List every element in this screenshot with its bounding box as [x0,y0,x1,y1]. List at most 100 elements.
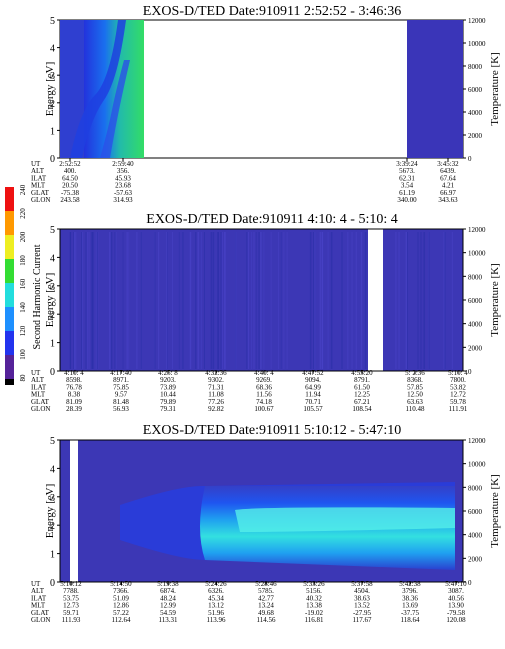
orbit-value: 9302. [208,376,224,384]
orbit-value: 12.50 [407,391,423,399]
colorbar-tick-label: 80 [19,374,27,382]
orbit-value: 400. [64,167,77,175]
orbit-value: 92.82 [208,405,224,413]
orbit-value: 9.57 [115,391,128,399]
energy-tick-label: 0 [50,154,55,165]
orbit-value: 13.12 [208,602,224,610]
orbit-value: -57.63 [114,189,133,197]
orbit-value: 8368. [407,376,423,384]
panel-3-orbit-table: UT5:10:125:14:505:19:385:24:265:28:465:3… [31,580,467,624]
orbit-row-label: GLON [31,616,50,624]
panel-3-title: EXOS-D/TED Date:910911 5:10:12 - 5:47:10 [143,423,401,438]
orbit-value: 79.31 [160,405,176,413]
orbit-row-label: MLT [31,391,46,399]
colorbar-bin-100 [5,355,14,379]
energy-tick-label: 5 [50,436,55,447]
panel-1-yaxis: 0 1 2 3 4 5 [50,16,60,165]
orbit-value: 12.25 [354,391,370,399]
orbit-value: 110.48 [406,405,425,413]
orbit-row-label: UT [31,160,41,168]
orbit-value: 114.56 [257,616,276,624]
orbit-value: 59.78 [450,398,466,406]
orbit-value: -27.95 [353,609,372,617]
energy-tick-label: 0 [50,578,55,589]
orbit-value: 8.38 [68,391,81,399]
panel-1-blue-streak-2 [100,60,130,158]
panel-3-gap [70,440,78,582]
orbit-value: 105.57 [303,405,323,413]
orbit-value: 10.44 [160,391,176,399]
orbit-value: 5673. [399,167,415,175]
orbit-row-label: ILAT [31,174,47,182]
panel-3-yaxis: 0 1 2 3 4 5 [50,436,60,589]
temperature-tick-label: 8000 [468,484,483,492]
colorbar-bin-200 [5,235,14,259]
orbit-value: 340.00 [397,196,417,204]
orbit-value: 116.81 [305,616,324,624]
orbit-value: 3087. [448,587,464,595]
colorbar-bin-160 [5,283,14,307]
orbit-value: 20.50 [62,182,78,190]
orbit-value: 59.71 [63,609,79,617]
colorbar-ticks: 80 100 120 140 160 180 200 220 240 [19,184,27,381]
panel-2-yaxis: 0 1 2 3 4 5 [50,225,60,378]
panel-3-y2label: Temperature [K] [489,474,501,547]
panel-1-orbit-table: UT 2:52:52 2:59:40 3:39:24 3:45:32 ALT 400. 356… [31,158,459,204]
temperature-tick-label: 6000 [468,86,483,94]
orbit-value: -19.02 [305,609,324,617]
orbit-row-label: MLT [31,182,46,190]
orbit-value: 67.21 [354,398,370,406]
temperature-tick-label: 12000 [468,17,486,25]
panel-2-orbit-table: UT4:10: 44:17:404:25: 84:32:364:40: 44:4… [31,369,468,413]
panel-2-y2label: Temperature [K] [489,263,501,336]
orbit-value: 40.56 [448,594,464,602]
panel-2-y2axis: 0 2000 4000 6000 8000 10000 12000 [463,226,486,376]
panel-2-texture [69,232,453,369]
orbit-value: 100.67 [254,405,274,413]
orbit-value: 12.73 [63,602,79,610]
orbit-value: 120.08 [446,616,466,624]
orbit-value: 45.93 [115,174,131,182]
orbit-value: 112.64 [112,616,131,624]
orbit-value: 12.86 [113,602,129,610]
orbit-value: 7800. [450,376,466,384]
orbit-value: 356. [117,167,130,175]
orbit-value: 3:45:32 [437,160,459,168]
orbit-row-label: ALT [31,167,45,175]
orbit-value: 64.50 [62,174,78,182]
energy-tick-label: 2 [50,310,55,321]
temperature-tick-label: 2000 [468,344,483,352]
orbit-value: 343.63 [438,196,458,204]
panel-3-y2axis: 0 2000 4000 6000 8000 10000 12000 [463,437,486,587]
panel-2-title: EXOS-D/TED Date:910911 4:10: 4 - 5:10: 4 [146,212,397,227]
colorbar-bin-80 [5,379,14,385]
energy-tick-label: 3 [50,282,55,293]
orbit-value: 3.54 [401,182,414,190]
orbit-value: -37.75 [401,609,420,617]
orbit-value: 77.26 [208,398,224,406]
colorbar-bin-180 [5,259,14,283]
orbit-value: 6874. [160,587,176,595]
energy-tick-label: 2 [50,521,55,532]
orbit-value: 42.77 [258,594,274,602]
temperature-tick-label: 10000 [468,461,486,469]
orbit-value: 49.68 [258,609,274,617]
orbit-value: 12.99 [160,602,176,610]
orbit-value: 71.31 [208,383,224,391]
orbit-value: 11.08 [208,391,224,399]
colorbar-tick-label: 240 [19,184,27,195]
orbit-row-label: GLON [31,405,50,413]
panel-2: EXOS-D/TED Date:910911 4:10: 4 - 5:10: 4… [31,212,501,413]
orbit-value: 57.85 [407,383,423,391]
orbit-row-label: GLON [31,196,50,204]
orbit-row-label: GLAT [31,189,50,197]
panel-3: EXOS-D/TED Date:910911 5:10:12 - 5:47:10… [31,423,501,624]
orbit-value: 56.93 [113,405,129,413]
colorbar: 80 100 120 140 160 180 200 220 240 Second Harmon… [5,184,43,385]
orbit-value: 11.56 [256,391,272,399]
energy-tick-label: 5 [50,16,55,27]
orbit-value: 5156. [306,587,322,595]
orbit-value: 6439. [440,167,456,175]
orbit-value: 7788. [63,587,79,595]
orbit-row-label: ILAT [31,383,47,391]
